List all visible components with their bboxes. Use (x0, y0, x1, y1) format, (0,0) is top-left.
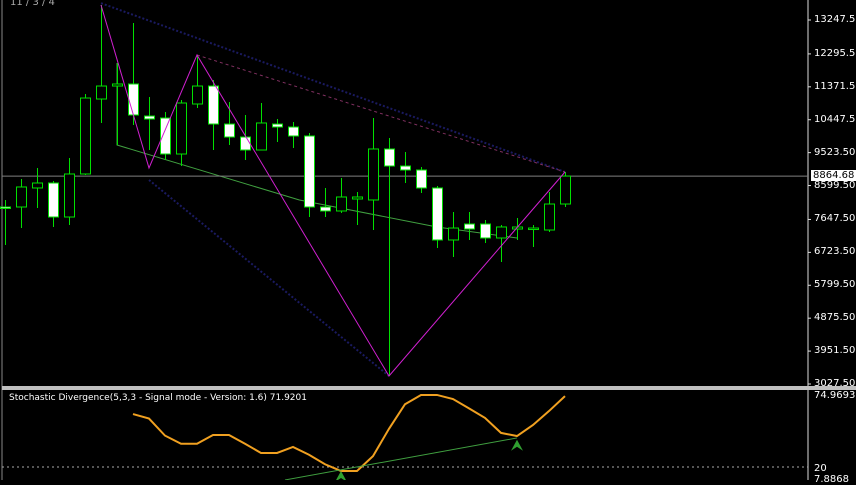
subwindow-separator[interactable] (2, 386, 856, 390)
candle-bearish (464, 223, 475, 230)
price-tick-label: 3951.50 (814, 345, 856, 357)
candle-bearish (288, 126, 299, 137)
candle-bullish (528, 227, 539, 231)
candle-bullish (16, 186, 27, 208)
candle-bearish (160, 117, 171, 155)
candle-bearish (128, 83, 139, 116)
current-price-label: 8864.68 (811, 170, 856, 181)
candle-bearish (432, 187, 443, 241)
price-tick-label: 6723.50 (814, 246, 856, 258)
candle-bullish (336, 196, 347, 212)
candle-bullish (96, 85, 107, 100)
price-tick-label: 3027.50 (814, 378, 856, 389)
candle-bullish (544, 203, 555, 231)
candle-bullish (368, 148, 379, 201)
candle-bullish (560, 175, 571, 205)
candle-bullish (352, 196, 363, 200)
candle-bearish (48, 182, 59, 218)
candle-bullish (176, 102, 187, 155)
candle-bearish (304, 135, 315, 208)
buy-signal-arrow-icon (511, 439, 523, 451)
candle-bearish (272, 123, 283, 128)
candle-bearish (480, 223, 491, 239)
price-tick-label: 8599.50 (814, 179, 856, 191)
price-tick-label: 4875.50 (814, 312, 856, 324)
price-tick-label: 11371.50 (814, 80, 856, 92)
candle-bullish (448, 227, 459, 241)
main-plot (0, 2, 811, 385)
indicator-plot (2, 393, 808, 480)
stochastic-line (132, 393, 566, 472)
candle-bearish (384, 148, 395, 167)
buy-signal-arrow-icon (336, 470, 346, 480)
candle-bullish (192, 85, 203, 105)
candle-bearish (320, 206, 331, 212)
candle-bullish (112, 83, 123, 87)
candle-bullish (496, 226, 507, 239)
indicator-min-label: 7.8868 (814, 474, 849, 485)
candle-bearish (416, 169, 427, 189)
price-tick-label: 9523.50 (814, 146, 856, 158)
indicator-level-label: 20 (814, 463, 827, 474)
price-tick-label: 5799.50 (814, 279, 856, 291)
candle-bearish (224, 123, 235, 138)
candle-bearish (0, 206, 11, 210)
indicator-max-label: 74.9693 (814, 390, 856, 401)
divergence-line (284, 437, 518, 480)
candle-bullish (80, 97, 91, 175)
candle-bearish (240, 136, 251, 151)
candle-bearish (400, 165, 411, 171)
candle-bullish (256, 122, 267, 151)
price-tick-label: 7647.50 (814, 213, 856, 225)
price-tick-label: 10447.50 (814, 113, 856, 125)
info-label: 11 / 3 / 4 (10, 0, 55, 8)
price-tick-label: 13247.50 (814, 14, 856, 25)
dashed-resistance-line (196, 54, 566, 173)
candle-bearish (208, 85, 219, 125)
candle-bullish (32, 182, 43, 189)
zigzag-line (100, 4, 566, 377)
candle-bullish (64, 173, 75, 218)
indicator-title: Stochastic Divergence(5,3,3 - Signal mod… (9, 393, 307, 403)
candle-bearish (144, 115, 155, 120)
price-tick-label: 12295.50 (814, 47, 856, 59)
